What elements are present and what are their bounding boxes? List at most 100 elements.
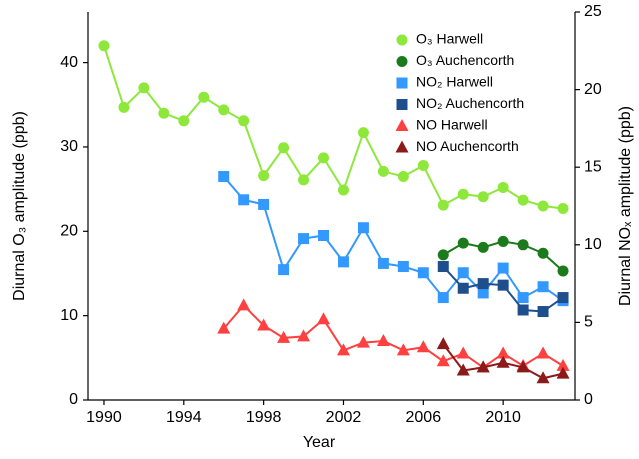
point	[456, 346, 470, 359]
point	[536, 371, 550, 384]
point	[298, 174, 310, 186]
y2-axis-label: Diurnal NOₓ amplitude (ppb)	[617, 106, 634, 306]
point	[237, 298, 251, 311]
point	[377, 257, 389, 269]
x-axis-label: Year	[303, 434, 336, 451]
point	[198, 91, 210, 103]
point	[356, 335, 370, 348]
point	[278, 142, 290, 154]
point	[517, 304, 529, 316]
point	[258, 198, 270, 210]
point	[357, 222, 369, 234]
point	[556, 366, 570, 379]
legend-label: O₃ Auchencorth	[416, 52, 514, 68]
point	[557, 203, 569, 215]
point	[158, 107, 170, 119]
legend-marker	[395, 119, 409, 131]
legend-marker	[396, 56, 408, 67]
point	[536, 346, 550, 359]
point	[278, 264, 290, 276]
x-tick-label: 2010	[485, 409, 521, 426]
y-tick-label: 30	[60, 138, 78, 155]
point	[457, 237, 469, 249]
legend-marker	[396, 34, 408, 46]
point	[537, 306, 549, 318]
point	[238, 115, 250, 127]
y2-tick-label: 10	[584, 236, 602, 253]
point	[437, 261, 449, 273]
point	[477, 278, 489, 290]
point	[476, 360, 490, 373]
point	[298, 233, 310, 245]
point	[217, 321, 231, 334]
point	[436, 354, 450, 367]
point	[497, 262, 509, 274]
y-axis-label: Diurnal O₃ amplitude (ppb)	[11, 111, 28, 301]
legend-label: NO₂ Auchencorth	[416, 95, 524, 111]
point	[417, 160, 429, 172]
point	[457, 267, 469, 279]
point	[456, 363, 470, 376]
x-tick-label: 1994	[166, 409, 202, 426]
legend-marker	[396, 77, 408, 89]
point	[557, 265, 569, 277]
point	[477, 241, 489, 253]
point	[436, 337, 450, 350]
series-line	[222, 303, 564, 369]
point	[336, 343, 350, 356]
point	[556, 358, 570, 371]
point	[337, 184, 349, 196]
point	[218, 104, 230, 116]
point	[457, 188, 469, 200]
series-line	[103, 45, 564, 210]
point	[516, 360, 530, 373]
y2-tick-label: 5	[584, 314, 593, 331]
point	[396, 343, 410, 356]
point	[218, 171, 230, 183]
point	[496, 346, 510, 359]
legend-label: NO Harwell	[416, 117, 488, 133]
y2-tick-label: 0	[584, 391, 593, 408]
point	[557, 292, 569, 304]
point	[417, 267, 429, 279]
point	[178, 115, 190, 127]
point	[357, 127, 369, 139]
y-tick-label: 20	[60, 223, 78, 240]
point	[98, 40, 110, 52]
point	[537, 281, 549, 293]
point	[337, 256, 349, 268]
legend-label: NO₂ Harwell	[416, 74, 493, 90]
point	[497, 235, 509, 247]
legend-marker	[395, 140, 409, 153]
series-line	[222, 175, 564, 302]
legend-label: O₃ Harwell	[416, 31, 483, 47]
point	[517, 194, 529, 206]
point	[297, 329, 311, 342]
point	[517, 239, 529, 251]
point	[397, 170, 409, 182]
y-tick-label: 40	[60, 54, 78, 71]
y-tick-label: 0	[69, 391, 78, 408]
point	[377, 165, 389, 177]
point	[457, 282, 469, 294]
point	[238, 194, 250, 206]
point	[497, 279, 509, 291]
point	[318, 229, 330, 241]
legend-label: NO Auchencorth	[416, 138, 519, 154]
point	[376, 334, 390, 347]
point	[318, 152, 330, 164]
point	[258, 170, 270, 182]
x-tick-label: 2006	[406, 409, 442, 426]
point	[537, 200, 549, 212]
point	[257, 318, 271, 331]
y2-tick-label: 20	[584, 81, 602, 98]
point	[497, 181, 509, 193]
point	[437, 292, 449, 304]
point	[496, 355, 510, 368]
x-tick-label: 1990	[86, 409, 122, 426]
point	[477, 287, 489, 299]
legend-marker	[396, 99, 408, 110]
y-tick-label: 10	[60, 307, 78, 324]
